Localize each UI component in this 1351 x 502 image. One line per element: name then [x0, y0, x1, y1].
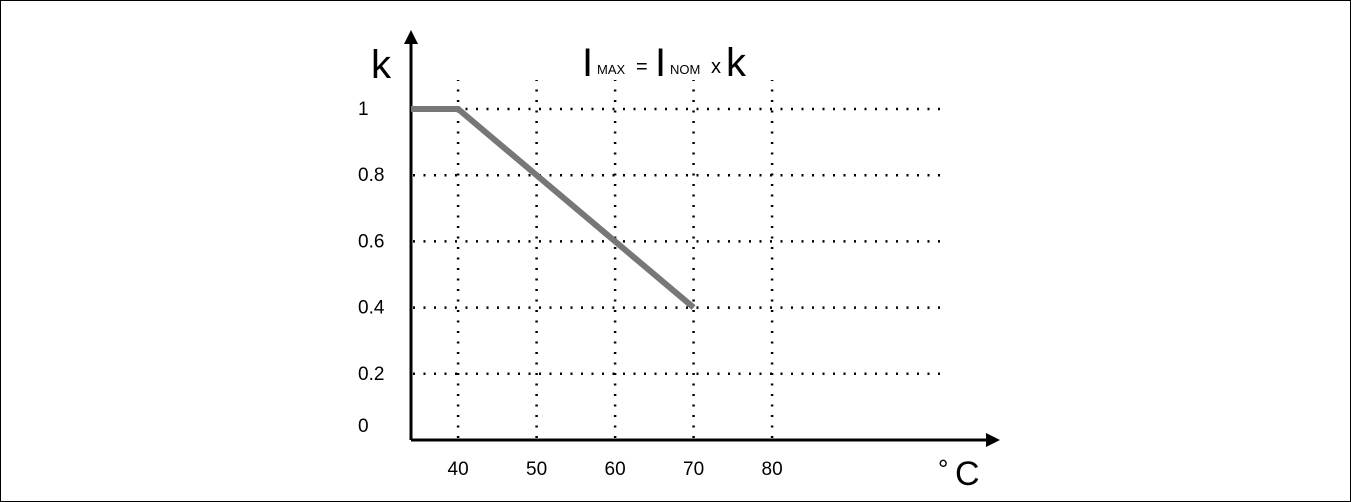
y-axis-label: k — [371, 43, 392, 87]
title-sub-max: MAX — [597, 62, 626, 77]
y-tick-label: 0.2 — [358, 364, 384, 385]
title-times: x — [711, 56, 721, 78]
y-tick-label: 0.8 — [358, 165, 384, 186]
y-tick-label: 0.6 — [358, 231, 384, 252]
title-i-nom: I — [655, 41, 666, 85]
x-tick-label: 60 — [605, 459, 626, 480]
y-axis-arrowhead — [404, 30, 418, 44]
y-tick-label: 0.4 — [358, 298, 385, 319]
y-tick-label: 0 — [358, 416, 369, 437]
x-axis-unit-letter: C — [955, 455, 980, 493]
x-tick-label: 70 — [683, 459, 704, 480]
series-layer — [411, 106, 696, 310]
title-sub-nom: NOM — [670, 62, 700, 77]
x-tick-label: 50 — [526, 459, 547, 480]
title-i-max: I — [582, 41, 593, 85]
x-tick-label: 40 — [448, 459, 469, 480]
x-axis-unit-degree: ° — [938, 454, 948, 484]
series-line-0 — [411, 106, 696, 310]
title-k: k — [726, 41, 747, 85]
axes — [404, 30, 1000, 447]
chart-title: I MAX = I NOM x k — [582, 41, 747, 85]
grid-lines — [413, 80, 945, 438]
x-axis-arrowhead — [986, 433, 1000, 447]
title-equals: = — [636, 56, 648, 78]
y-tick-label: 1 — [358, 99, 369, 120]
tick-labels: 0 0.2 0.4 0.6 0.8 1 40 50 60 70 80 — [358, 99, 783, 480]
x-tick-label: 80 — [762, 459, 783, 480]
